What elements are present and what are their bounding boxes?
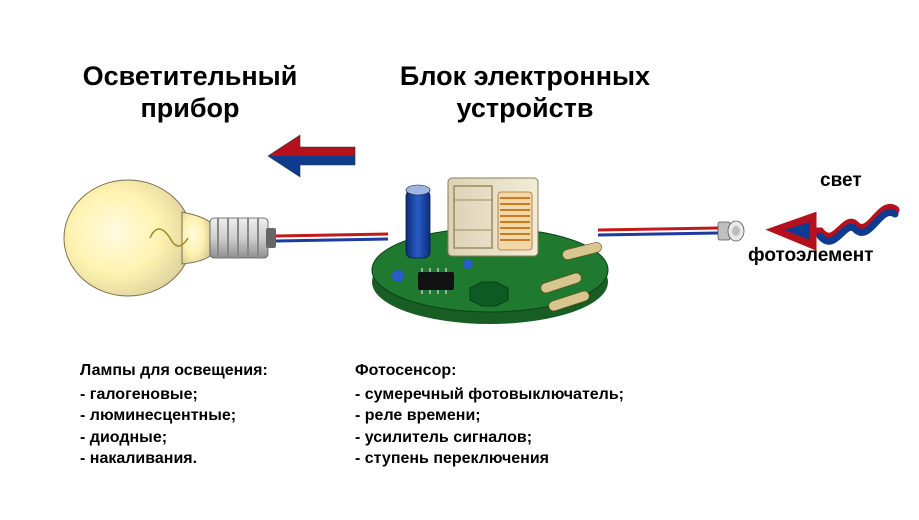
- photoelement-icon: [718, 221, 744, 241]
- diagram-svg: [0, 0, 919, 520]
- wire-pcb-to-photoelement: [598, 228, 718, 235]
- smd-cap-icon: [463, 259, 473, 269]
- octagon-component-icon: [470, 282, 508, 306]
- arrow-left-icon: [268, 135, 355, 177]
- capacitor-icon: [406, 185, 430, 258]
- light-bulb-icon: [64, 180, 276, 296]
- pcb-board-icon: [372, 178, 608, 324]
- relay-icon: [448, 178, 538, 256]
- arrow-light-wave-icon: [778, 208, 895, 244]
- smd-cap-icon: [392, 270, 404, 282]
- wire-bulb-to-pcb: [276, 234, 388, 241]
